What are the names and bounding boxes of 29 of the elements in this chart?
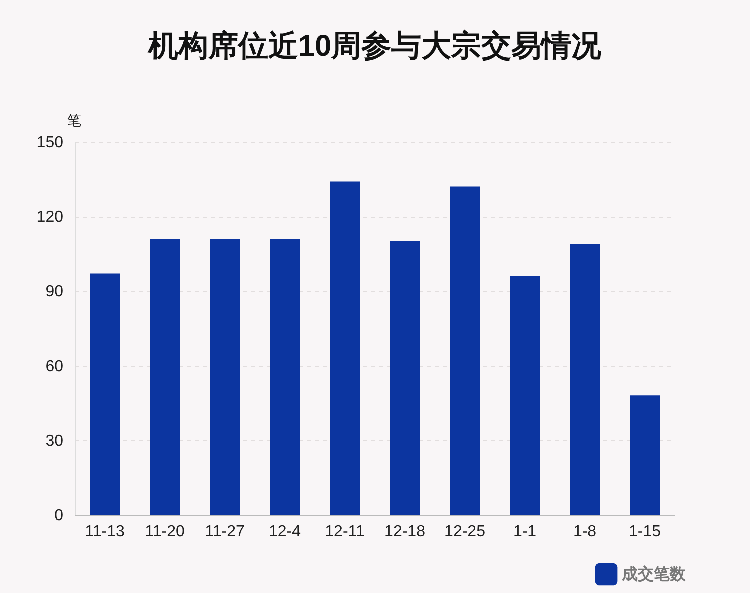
bar: [150, 238, 180, 515]
y-tick-label: 90: [46, 284, 64, 301]
bar: [270, 238, 300, 515]
bar: [450, 186, 480, 515]
legend-label: 成交笔数: [621, 564, 687, 584]
y-tick-label: 30: [46, 432, 64, 450]
bar: [390, 241, 420, 515]
x-tick-label: 1-15: [628, 524, 662, 540]
y-tick-label: 0: [54, 508, 64, 524]
y-tick-label: 60: [46, 358, 64, 376]
x-tick-label: 12-11: [325, 524, 365, 540]
bar: [210, 238, 240, 515]
bar: [90, 274, 120, 515]
y-tick-label: 120: [36, 209, 64, 226]
bar: [630, 396, 660, 515]
y-tick-label: 150: [36, 134, 64, 152]
x-tick-label: 12-4: [268, 524, 302, 540]
x-tick-label: 11-27: [205, 524, 245, 540]
x-tick-label: 1-1: [513, 524, 537, 540]
bar: [510, 276, 540, 515]
bar: [570, 244, 600, 515]
bar: [330, 182, 360, 515]
x-tick-label: 1-8: [573, 524, 597, 540]
y-axis-title: 笔: [68, 112, 82, 128]
x-tick-label: 11-20: [145, 524, 185, 540]
chart-title: 机构席位近10周参与大宗交易情况: [147, 29, 603, 63]
x-tick-label: 12-25: [444, 524, 486, 540]
x-tick-label: 12-18: [384, 524, 426, 540]
x-tick-label: 11-13: [85, 524, 125, 540]
